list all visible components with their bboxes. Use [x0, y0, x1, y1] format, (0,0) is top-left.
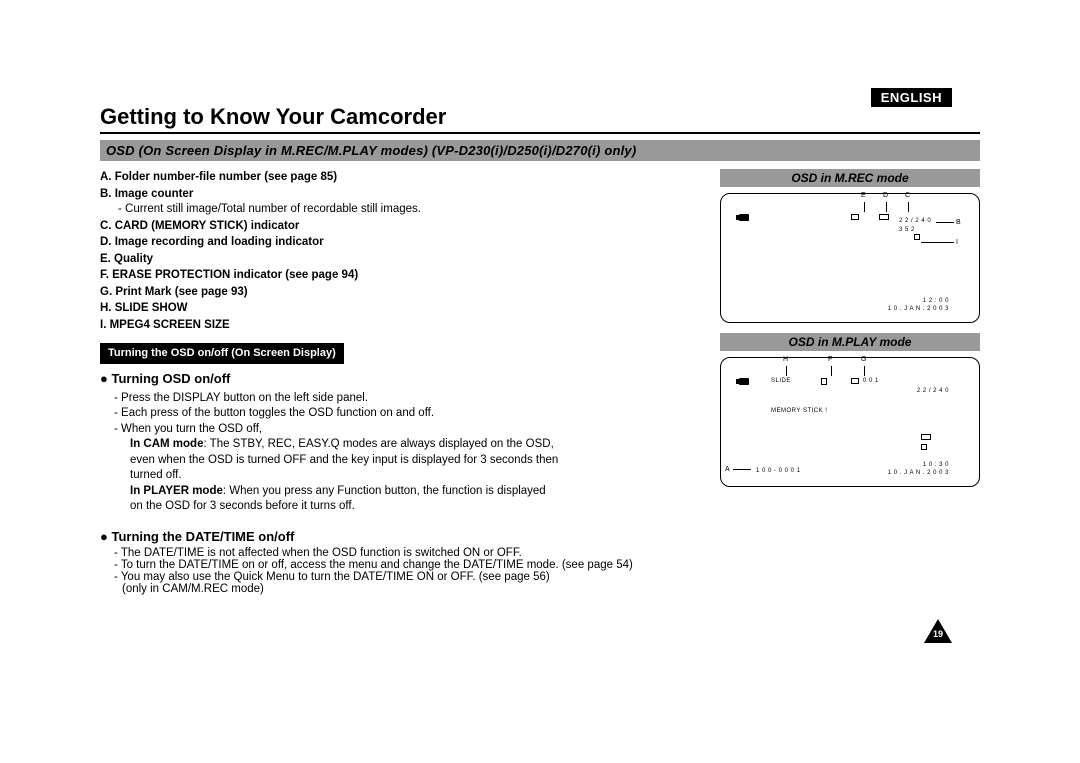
- manual-page: ENGLISH Getting to Know Your Camcorder O…: [0, 0, 1080, 763]
- two-column-layout: A. Folder number-file number (see page 8…: [100, 169, 980, 515]
- legend-a: A. Folder number-file number (see page 8…: [100, 170, 708, 186]
- card-icon: [879, 214, 889, 220]
- leader-line: [864, 366, 865, 376]
- camera-icon: [739, 214, 749, 221]
- legend-i: I. MPEG4 SCREEN SIZE: [100, 318, 708, 334]
- legend-b-sub: - Current still image/Total number of re…: [118, 202, 708, 218]
- osd-onoff-title: ● Turning OSD on/off: [100, 370, 708, 388]
- leader-line: [921, 242, 954, 243]
- legend-g: G. Print Mark (see page 93): [100, 285, 708, 301]
- body-line: - The DATE/TIME is not affected when the…: [114, 547, 980, 559]
- right-column: OSD in M.REC mode E D C B I 2 2 / 2: [720, 169, 980, 515]
- leader-line: [936, 222, 954, 223]
- page-number: 19: [928, 629, 948, 639]
- leader-line: [831, 366, 832, 376]
- label-c: C: [905, 192, 910, 199]
- body-line: (only in CAM/M.REC mode): [122, 583, 980, 595]
- osd-onoff-body: - Press the DISPLAY button on the left s…: [100, 391, 708, 515]
- leader-line: [864, 202, 865, 212]
- counter-value: 2 2 / 2 4 0: [917, 388, 949, 394]
- label-f: F: [828, 356, 832, 363]
- legend-e: E. Quality: [100, 252, 708, 268]
- body-line: - You may also use the Quick Menu to tur…: [114, 571, 980, 583]
- body-line: on the OSD for 3 seconds before it turns…: [130, 499, 708, 515]
- body-line: even when the OSD is turned OFF and the …: [130, 453, 708, 469]
- body-line: - To turn the DATE/TIME on or off, acces…: [114, 559, 980, 571]
- legend-f: F. ERASE PROTECTION indicator (see page …: [100, 268, 708, 284]
- label-b: B: [956, 219, 961, 226]
- body-line: In PLAYER mode: When you press any Funct…: [130, 484, 708, 500]
- label-d: D: [883, 192, 888, 199]
- caption-mrec: OSD in M.REC mode: [720, 169, 980, 187]
- label-h: H: [783, 356, 788, 363]
- file-value: 1 0 0 - 0 0 0 1: [756, 468, 801, 474]
- sub-banner: Turning the OSD on/off (On Screen Displa…: [100, 343, 344, 364]
- left-column: A. Folder number-file number (see page 8…: [100, 169, 708, 515]
- label-e: E: [861, 192, 866, 199]
- legend-b: B. Image counter: [100, 187, 708, 203]
- time-value: 1 2 : 0 0: [923, 298, 949, 304]
- size-value: 3 5 2: [899, 227, 915, 233]
- legend-c: C. CARD (MEMORY STICK) indicator: [100, 219, 708, 235]
- indicator-icon: [914, 234, 920, 240]
- card-icon: [921, 434, 931, 440]
- quality-icon: [851, 214, 859, 220]
- slide-label: SLIDE: [771, 378, 791, 384]
- datetime-section: ● Turning the DATE/TIME on/off - The DAT…: [100, 529, 980, 595]
- print-icon: [851, 378, 859, 384]
- osd-mplay-diagram: H F G A SLIDE 0 0 1 2 2 / 2 4 0 MEMORY S…: [720, 357, 980, 487]
- indicator-icon: [921, 444, 927, 450]
- osd-mrec-diagram: E D C B I 2 2 / 2 4 0 3 5 2 1: [720, 193, 980, 323]
- leader-line: [886, 202, 887, 212]
- date-value: 1 0 . J A N . 2 0 0 3: [888, 306, 949, 312]
- legend-d: D. Image recording and loading indicator: [100, 235, 708, 251]
- leader-line: [733, 469, 751, 470]
- datetime-title: ● Turning the DATE/TIME on/off: [100, 529, 980, 544]
- body-line: - Press the DISPLAY button on the left s…: [114, 391, 708, 407]
- camera-icon: [739, 378, 749, 385]
- language-badge: ENGLISH: [871, 88, 952, 107]
- leader-line: [786, 366, 787, 376]
- label-g: G: [861, 356, 866, 363]
- legend-h: H. SLIDE SHOW: [100, 301, 708, 317]
- counter-value: 2 2 / 2 4 0: [899, 218, 931, 224]
- leader-line: [908, 202, 909, 212]
- memory-label: MEMORY STICK !: [771, 408, 827, 414]
- body-line: In CAM mode: The STBY, REC, EASY.Q modes…: [130, 437, 708, 453]
- caption-mplay: OSD in M.PLAY mode: [720, 333, 980, 351]
- body-line: - When you turn the OSD off,: [114, 422, 708, 438]
- body-line: turned off.: [130, 468, 708, 484]
- page-title: Getting to Know Your Camcorder: [100, 104, 980, 134]
- num-value: 0 0 1: [863, 378, 879, 384]
- date-value: 1 0 . J A N . 2 0 0 3: [888, 470, 949, 476]
- time-value: 1 0 : 3 0: [923, 462, 949, 468]
- label-i: I: [956, 239, 958, 246]
- body-line: - Each press of the button toggles the O…: [114, 406, 708, 422]
- section-banner: OSD (On Screen Display in M.REC/M.PLAY m…: [100, 140, 980, 161]
- protect-icon: [821, 378, 827, 385]
- label-a: A: [725, 466, 730, 473]
